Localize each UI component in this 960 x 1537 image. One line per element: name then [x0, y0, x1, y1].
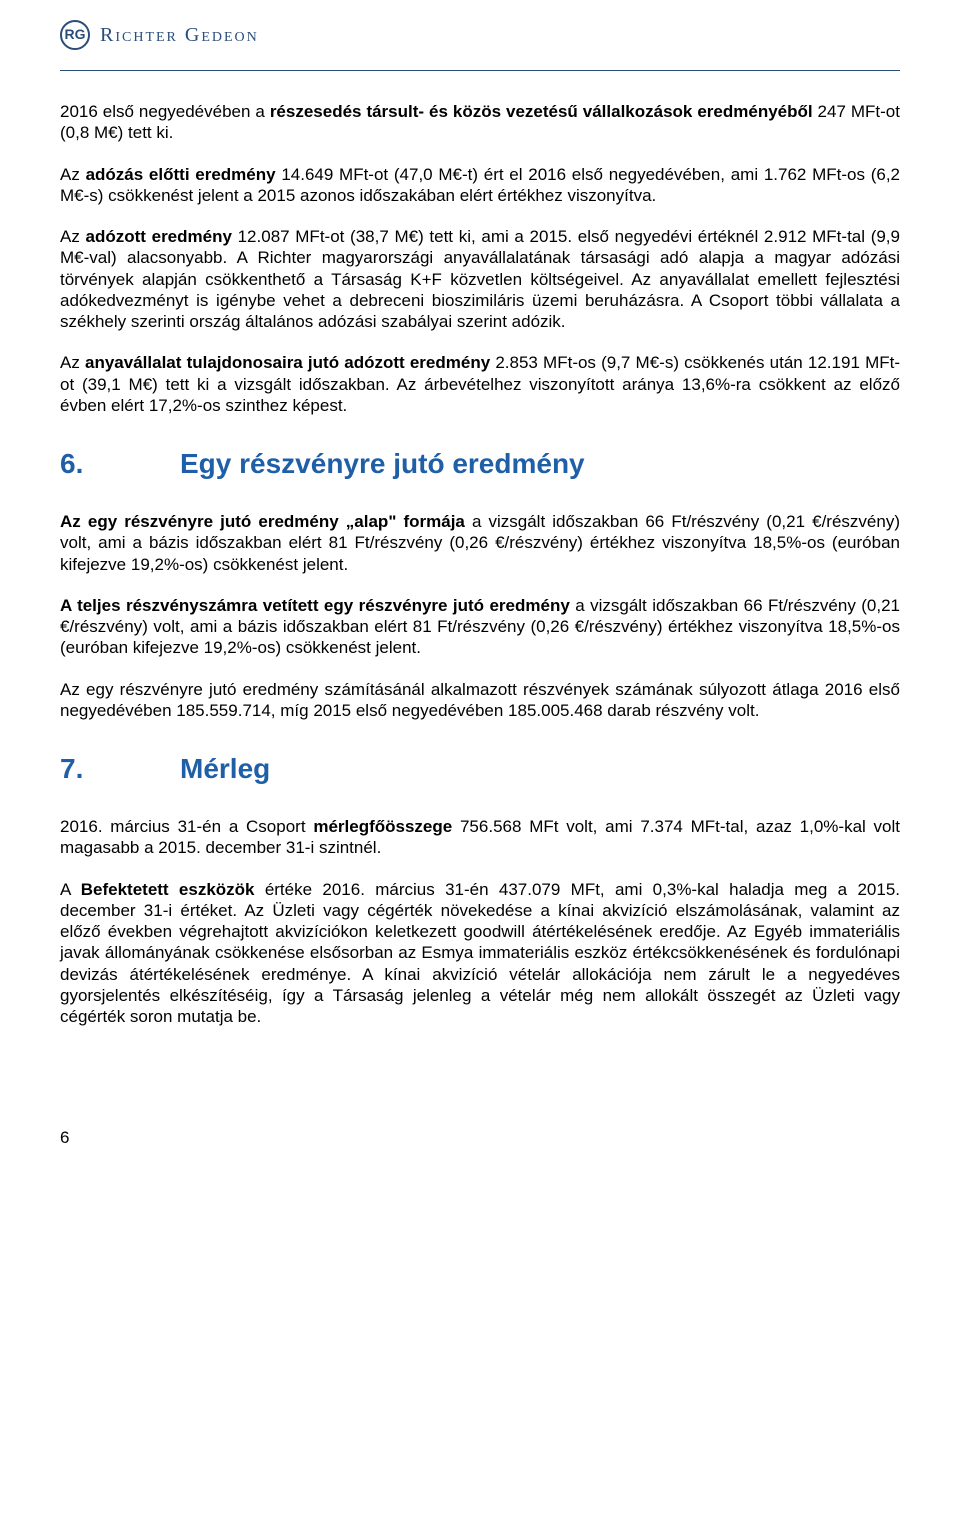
- logo-text: RG: [65, 26, 86, 44]
- paragraph-eps-basic: Az egy részvényre jutó eredmény „alap" f…: [60, 511, 900, 575]
- bold-text: mérlegfőösszege: [313, 817, 452, 836]
- company-logo-icon: RG: [60, 20, 90, 50]
- header-divider: [60, 70, 900, 71]
- bold-text: adózás előtti eredmény: [86, 165, 276, 184]
- paragraph-pretax: Az adózás előtti eredmény 14.649 MFt-ot …: [60, 164, 900, 207]
- paragraph-result-shared: 2016 első negyedévében a részesedés társ…: [60, 101, 900, 144]
- company-name: Richter Gedeon: [100, 23, 259, 48]
- text: 2016 első negyedévében a: [60, 102, 270, 121]
- paragraph-fixed-assets: A Befektetett eszközök értéke 2016. márc…: [60, 879, 900, 1028]
- section-number: 7.: [60, 751, 180, 786]
- text: A: [60, 880, 81, 899]
- bold-text: anyavállalat tulajdonosaira jutó adózott…: [85, 353, 490, 372]
- bold-text: adózott eredmény: [86, 227, 232, 246]
- bold-text: Befektetett eszközök: [81, 880, 255, 899]
- paragraph-owners-result: Az anyavállalat tulajdonosaira jutó adóz…: [60, 352, 900, 416]
- section-heading-6: 6.Egy részvényre jutó eredmény: [60, 446, 900, 481]
- text: Az: [60, 227, 86, 246]
- text: Az: [60, 353, 85, 372]
- text: értéke 2016. március 31-én 437.079 MFt, …: [60, 880, 900, 1027]
- section-title: Egy részvényre jutó eredmény: [180, 448, 585, 479]
- text: 2016. március 31-én a Csoport: [60, 817, 313, 836]
- text: Az: [60, 165, 86, 184]
- section-number: 6.: [60, 446, 180, 481]
- section-heading-7: 7.Mérleg: [60, 751, 900, 786]
- bold-text: A teljes részvényszámra vetített egy rés…: [60, 596, 570, 615]
- section-title: Mérleg: [180, 753, 270, 784]
- paragraph-shares-avg: Az egy részvényre jutó eredmény számítás…: [60, 679, 900, 722]
- document-header: RG Richter Gedeon: [60, 20, 900, 50]
- bold-text: Az egy részvényre jutó eredmény „alap" f…: [60, 512, 465, 531]
- bold-text: részesedés társult- és közös vezetésű vá…: [270, 102, 813, 121]
- paragraph-eps-full: A teljes részvényszámra vetített egy rés…: [60, 595, 900, 659]
- paragraph-balance-total: 2016. március 31-én a Csoport mérlegfőös…: [60, 816, 900, 859]
- paragraph-taxed-result: Az adózott eredmény 12.087 MFt-ot (38,7 …: [60, 226, 900, 332]
- page-number: 6: [60, 1127, 900, 1148]
